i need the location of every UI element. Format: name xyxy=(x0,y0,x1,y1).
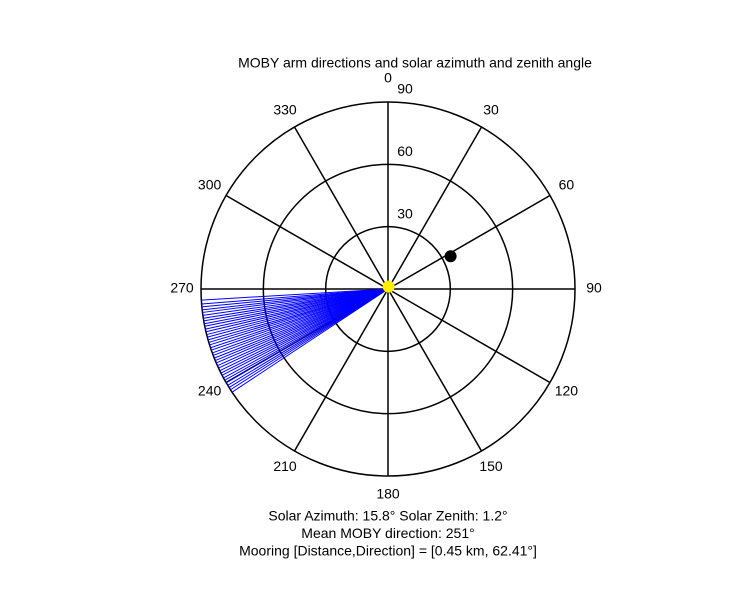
angle-label: 300 xyxy=(198,177,222,193)
spoke xyxy=(293,126,389,290)
angle-label: 30 xyxy=(483,101,499,117)
angle-label: 210 xyxy=(273,458,297,474)
spoke xyxy=(387,194,551,290)
arm-direction xyxy=(201,288,389,301)
spoke xyxy=(293,288,389,452)
angle-label: 120 xyxy=(555,383,579,399)
angle-label: 150 xyxy=(479,458,503,474)
angle-label: 270 xyxy=(170,280,194,296)
r-tick-label: 30 xyxy=(397,205,413,221)
chart-title: MOBY arm directions and solar azimuth an… xyxy=(238,55,592,71)
r-tick-label: 90 xyxy=(397,81,413,97)
marker xyxy=(444,250,457,263)
spoke xyxy=(387,288,483,452)
note: Solar Azimuth: 15.8° Solar Zenith: 1.2° xyxy=(268,508,507,524)
r-tick-label: 60 xyxy=(397,143,413,159)
angle-label: 90 xyxy=(586,280,602,296)
note: Mean MOBY direction: 251° xyxy=(301,525,474,541)
angle-label: 180 xyxy=(376,486,400,502)
arm-direction xyxy=(201,288,389,305)
note: Mooring [Distance,Direction] = [0.45 km,… xyxy=(239,543,537,559)
angle-label: 0 xyxy=(384,70,392,86)
angle-label: 330 xyxy=(273,101,297,117)
angle-label: 240 xyxy=(198,383,222,399)
spoke xyxy=(387,126,483,290)
marker xyxy=(382,280,395,293)
angle-label: 60 xyxy=(559,177,575,193)
spoke xyxy=(225,194,389,290)
spoke xyxy=(387,288,551,384)
